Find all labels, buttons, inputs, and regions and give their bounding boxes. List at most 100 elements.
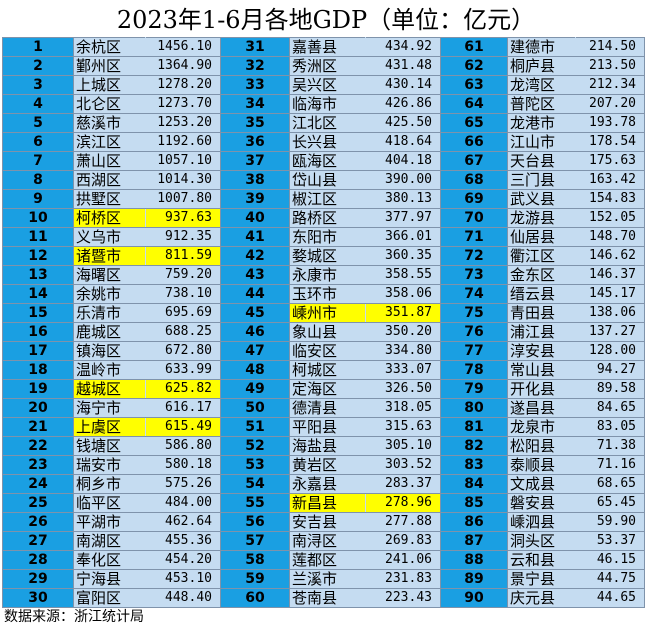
region-name-cell: 苍南县 xyxy=(289,588,366,608)
gdp-value-cell: 1364.90 xyxy=(145,56,221,76)
gdp-value-cell: 448.40 xyxy=(145,588,221,608)
gdp-value-cell: 360.35 xyxy=(365,246,441,266)
region-name-cell: 秀洲区 xyxy=(289,56,366,76)
gdp-value-cell: 695.69 xyxy=(145,303,221,323)
region-name-cell: 宁海县 xyxy=(73,569,146,589)
table-row: 15 乐清市 695.69 45 嵊州市 351.87 75 青田县 138.06 xyxy=(2,303,645,323)
rank-cell: 50 xyxy=(220,398,290,418)
region-name-cell: 越城区 xyxy=(73,379,146,399)
table-row: 17 镇海区 672.80 47 临安区 334.80 77 淳安县 128.00 xyxy=(2,341,645,361)
gdp-value-cell: 152.05 xyxy=(575,208,645,228)
region-name-cell: 松阳县 xyxy=(507,436,576,456)
gdp-value-cell: 175.63 xyxy=(575,151,645,171)
table-row: 5 慈溪市 1253.20 35 江北区 425.50 65 龙港市 193.78 xyxy=(2,113,645,133)
rank-cell: 88 xyxy=(440,550,508,570)
rank-cell: 26 xyxy=(2,512,74,532)
rank-cell: 66 xyxy=(440,132,508,152)
rank-cell: 31 xyxy=(220,37,290,57)
region-name-cell: 江山市 xyxy=(507,132,576,152)
gdp-value-cell: 426.86 xyxy=(365,94,441,114)
region-name-cell: 钱塘区 xyxy=(73,436,146,456)
table-row: 1 余杭区 1456.10 31 嘉善县 434.92 61 建德市 214.50 xyxy=(2,37,645,57)
rank-cell: 59 xyxy=(220,569,290,589)
rank-cell: 49 xyxy=(220,379,290,399)
region-name-cell: 天台县 xyxy=(507,151,576,171)
table-row: 9 拱墅区 1007.80 39 椒江区 380.13 69 武义县 154.83 xyxy=(2,189,645,209)
rank-cell: 80 xyxy=(440,398,508,418)
rank-cell: 76 xyxy=(440,322,508,342)
rank-cell: 4 xyxy=(2,94,74,114)
region-name-cell: 柯桥区 xyxy=(73,208,146,228)
table-row: 7 萧山区 1057.10 37 瓯海区 404.18 67 天台县 175.63 xyxy=(2,151,645,171)
rank-cell: 19 xyxy=(2,379,74,399)
gdp-value-cell: 65.45 xyxy=(575,493,645,513)
gdp-value-cell: 163.42 xyxy=(575,170,645,190)
rank-cell: 13 xyxy=(2,265,74,285)
rank-cell: 46 xyxy=(220,322,290,342)
region-name-cell: 椒江区 xyxy=(289,189,366,209)
gdp-value-cell: 358.55 xyxy=(365,265,441,285)
region-name-cell: 临安区 xyxy=(289,341,366,361)
region-name-cell: 温岭市 xyxy=(73,360,146,380)
table-row: 23 瑞安市 580.18 53 黄岩区 303.52 83 泰顺县 71.16 xyxy=(2,455,645,475)
table-row: 3 上城区 1278.20 33 吴兴区 430.14 63 龙湾区 212.34 xyxy=(2,75,645,95)
region-name-cell: 德清县 xyxy=(289,398,366,418)
rank-cell: 73 xyxy=(440,265,508,285)
rank-cell: 32 xyxy=(220,56,290,76)
rank-cell: 35 xyxy=(220,113,290,133)
gdp-value-cell: 380.13 xyxy=(365,189,441,209)
rank-cell: 51 xyxy=(220,417,290,437)
gdp-value-cell: 1057.10 xyxy=(145,151,221,171)
region-name-cell: 嵊州市 xyxy=(289,303,366,323)
gdp-value-cell: 53.37 xyxy=(575,531,645,551)
region-name-cell: 金东区 xyxy=(507,265,576,285)
region-name-cell: 龙泉市 xyxy=(507,417,576,437)
region-name-cell: 岱山县 xyxy=(289,170,366,190)
region-name-cell: 三门县 xyxy=(507,170,576,190)
rank-cell: 38 xyxy=(220,170,290,190)
region-name-cell: 浦江县 xyxy=(507,322,576,342)
rank-cell: 89 xyxy=(440,569,508,589)
gdp-value-cell: 350.20 xyxy=(365,322,441,342)
rank-cell: 27 xyxy=(2,531,74,551)
rank-cell: 55 xyxy=(220,493,290,513)
gdp-value-cell: 454.20 xyxy=(145,550,221,570)
table-body: 1 余杭区 1456.10 31 嘉善县 434.92 61 建德市 214.50 2 鄞州区 136… xyxy=(2,37,645,608)
table-row: 20 海宁市 616.17 50 德清县 318.05 80 遂昌县 84.65 xyxy=(2,398,645,418)
region-name-cell: 泰顺县 xyxy=(507,455,576,475)
region-name-cell: 桐乡市 xyxy=(73,474,146,494)
rank-cell: 39 xyxy=(220,189,290,209)
gdp-value-cell: 1007.80 xyxy=(145,189,221,209)
data-source-note: 数据来源：浙江统计局 xyxy=(4,609,144,625)
region-name-cell: 景宁县 xyxy=(507,569,576,589)
region-name-cell: 余杭区 xyxy=(73,37,146,57)
rank-cell: 58 xyxy=(220,550,290,570)
gdp-value-cell: 1014.30 xyxy=(145,170,221,190)
rank-cell: 20 xyxy=(2,398,74,418)
rank-cell: 30 xyxy=(2,588,74,608)
region-name-cell: 海宁市 xyxy=(73,398,146,418)
gdp-value-cell: 434.92 xyxy=(365,37,441,57)
region-name-cell: 慈溪市 xyxy=(73,113,146,133)
region-name-cell: 平阳县 xyxy=(289,417,366,437)
gdp-value-cell: 738.10 xyxy=(145,284,221,304)
region-name-cell: 定海区 xyxy=(289,379,366,399)
rank-cell: 57 xyxy=(220,531,290,551)
gdp-value-cell: 214.50 xyxy=(575,37,645,57)
region-name-cell: 南浔区 xyxy=(289,531,366,551)
region-name-cell: 江北区 xyxy=(289,113,366,133)
region-name-cell: 婺城区 xyxy=(289,246,366,266)
rank-cell: 84 xyxy=(440,474,508,494)
gdp-value-cell: 1278.20 xyxy=(145,75,221,95)
gdp-value-cell: 193.78 xyxy=(575,113,645,133)
gdp-value-cell: 223.43 xyxy=(365,588,441,608)
rank-cell: 5 xyxy=(2,113,74,133)
rank-cell: 42 xyxy=(220,246,290,266)
table-row: 26 平湖市 462.64 56 安吉县 277.88 86 嵊泗县 59.90 xyxy=(2,512,645,532)
region-name-cell: 乐清市 xyxy=(73,303,146,323)
region-name-cell: 开化县 xyxy=(507,379,576,399)
rank-cell: 41 xyxy=(220,227,290,247)
table-row: 8 西湖区 1014.30 38 岱山县 390.00 68 三门县 163.42 xyxy=(2,170,645,190)
table-row: 30 富阳区 448.40 60 苍南县 223.43 90 庆元县 44.65 xyxy=(2,588,645,608)
rank-cell: 37 xyxy=(220,151,290,171)
